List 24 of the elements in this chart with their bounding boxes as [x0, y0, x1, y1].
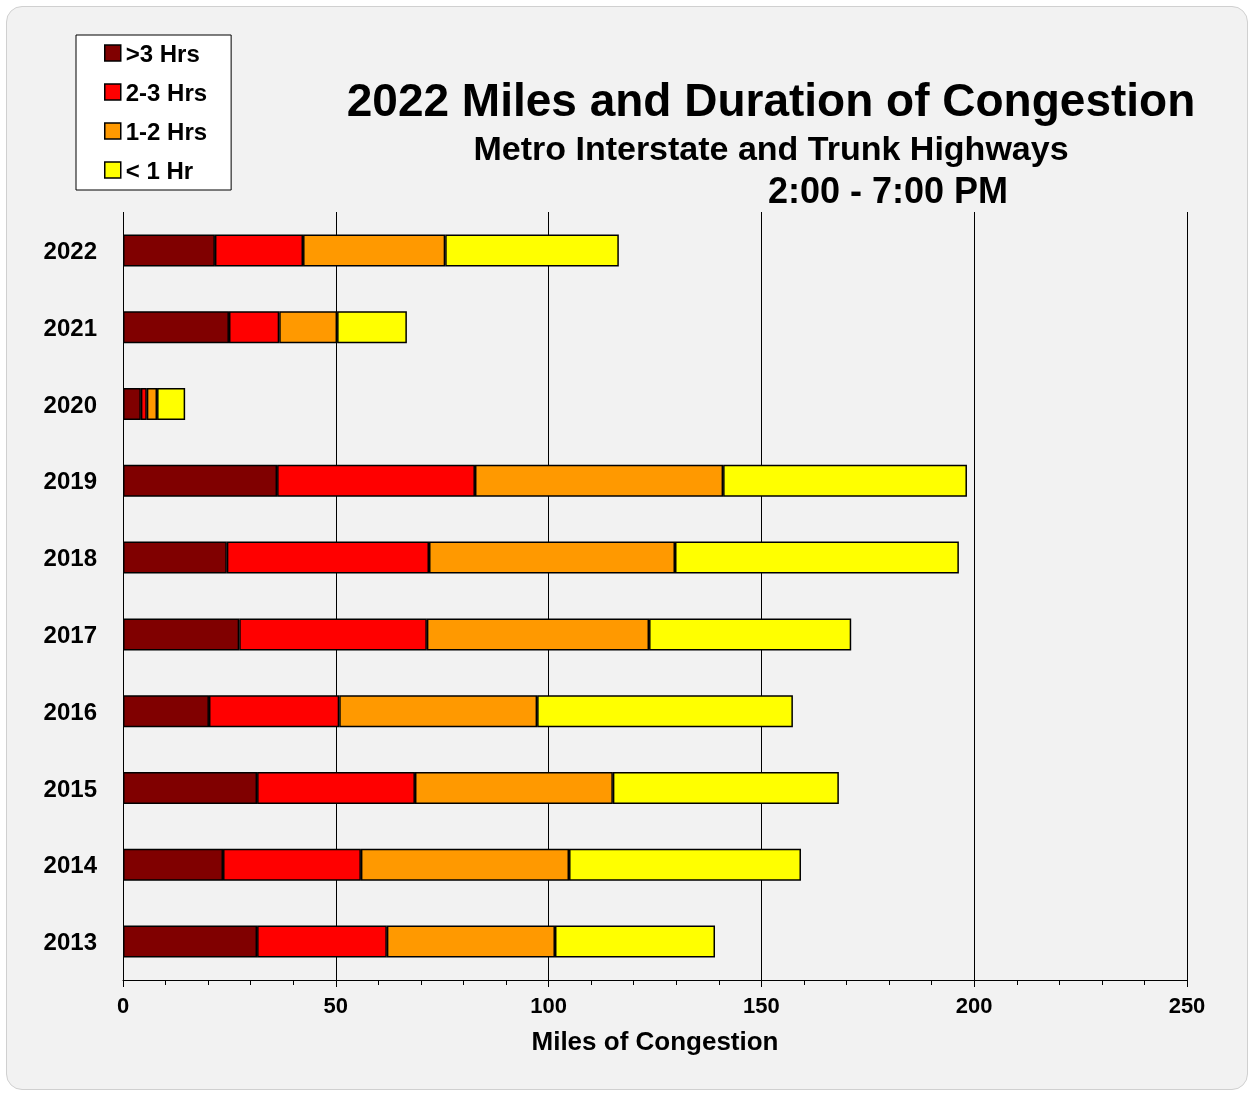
y-tick-label: 2018	[43, 544, 97, 572]
chart-title: 2022 Miles and Duration of Congestion	[346, 74, 1196, 126]
x-axis-title: Miles of Congestion	[531, 1026, 779, 1056]
text: 2:00 - 7:00 PM	[768, 169, 1009, 211]
legend-label: < 1 Hr	[125, 156, 194, 184]
y-tick-label: 2013	[43, 928, 97, 956]
legend-label: 2-3 Hrs	[125, 78, 208, 106]
y-tick-label: 2020	[43, 390, 97, 418]
y-tick-label: 2015	[43, 774, 97, 802]
x-tick-label: 200	[955, 992, 993, 1018]
y-tick-label: 2016	[43, 697, 97, 725]
y-tick-label: 2014	[43, 851, 98, 879]
x-tick-label: 250	[1168, 992, 1206, 1018]
y-tick-label: 2022	[43, 236, 97, 264]
x-tick-label: 0	[116, 992, 130, 1018]
chart-subtitle: Metro Interstate and Trunk Highways	[473, 129, 1069, 167]
x-tick-label: 100	[530, 992, 567, 1018]
x-tick-label: 150	[743, 992, 780, 1018]
x-tick-label: 50	[323, 992, 349, 1018]
y-tick-label: 2021	[43, 313, 97, 341]
y-tick-label: 2017	[43, 620, 97, 648]
y-tick-label: 2019	[43, 467, 97, 495]
legend-label: >3 Hrs	[125, 39, 200, 67]
legend-label: 1-2 Hrs	[125, 117, 208, 145]
